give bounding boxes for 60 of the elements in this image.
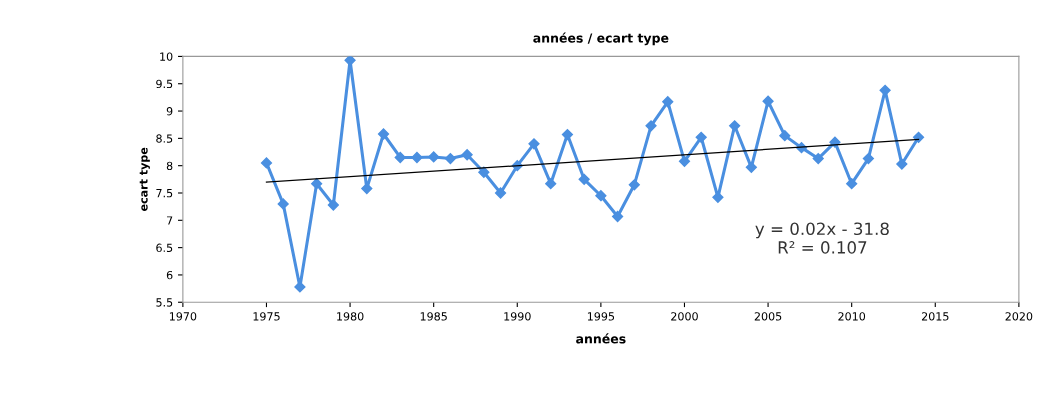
y-tick-label: 7.5 [156, 189, 173, 198]
point [862, 152, 874, 165]
point [678, 155, 691, 167]
point [344, 56, 356, 66]
annotation: y = 0.02x - 31.8 [755, 222, 889, 239]
x-tick-label: 1970 [169, 312, 197, 321]
y-tick-label: 8.5 [156, 134, 173, 143]
point [695, 131, 707, 143]
point [762, 95, 774, 107]
point [327, 199, 339, 211]
point [662, 96, 674, 108]
y-tick-label: 8 [166, 161, 173, 171]
point [595, 190, 607, 202]
y-tick-label: 6 [166, 270, 173, 280]
point [628, 179, 640, 191]
x-tick-label: 1985 [420, 312, 447, 321]
point [260, 157, 273, 169]
point [478, 166, 490, 178]
point [411, 151, 423, 164]
x-tick-label: 1975 [253, 312, 280, 321]
point [361, 183, 373, 195]
point [494, 187, 507, 199]
point [846, 178, 858, 190]
y-tick-label: 9 [166, 107, 173, 116]
y-tick-label: 5.5 [156, 298, 173, 307]
point [645, 120, 657, 132]
point [428, 151, 440, 163]
point [912, 131, 925, 143]
y-tick-label: 6.5 [156, 243, 173, 252]
point [377, 128, 390, 140]
point [578, 173, 590, 185]
point [896, 158, 908, 170]
point [461, 149, 473, 161]
y-tick-label: 7 [166, 216, 173, 225]
point [277, 198, 289, 210]
y-axis-title: ecart type [139, 147, 150, 212]
x-tick-label: 2020 [1005, 312, 1033, 321]
point [545, 178, 557, 190]
point [745, 161, 757, 173]
point [561, 128, 574, 141]
annotation: R² = 0.107 [778, 241, 867, 254]
y-tick-label: 9.5 [156, 79, 173, 89]
x-tick-label: 2000 [671, 312, 698, 321]
x-tick-label: 2005 [754, 312, 782, 321]
x-axis-title: années [576, 333, 626, 344]
x-tick-label: 2010 [838, 312, 866, 321]
x-tick-label: 1990 [504, 312, 531, 321]
chart-title: années / ecart type [533, 32, 669, 46]
point [444, 152, 456, 165]
point [311, 178, 323, 190]
x-tick-label: 1980 [337, 312, 364, 321]
point [394, 151, 406, 164]
point [528, 138, 540, 150]
y-tick-label: 10 [160, 52, 173, 61]
point [611, 210, 624, 223]
point [729, 120, 741, 132]
point [779, 130, 791, 142]
x-tick-label: 2015 [921, 312, 949, 321]
x-tick-label: 1995 [587, 312, 615, 321]
point [812, 152, 824, 165]
